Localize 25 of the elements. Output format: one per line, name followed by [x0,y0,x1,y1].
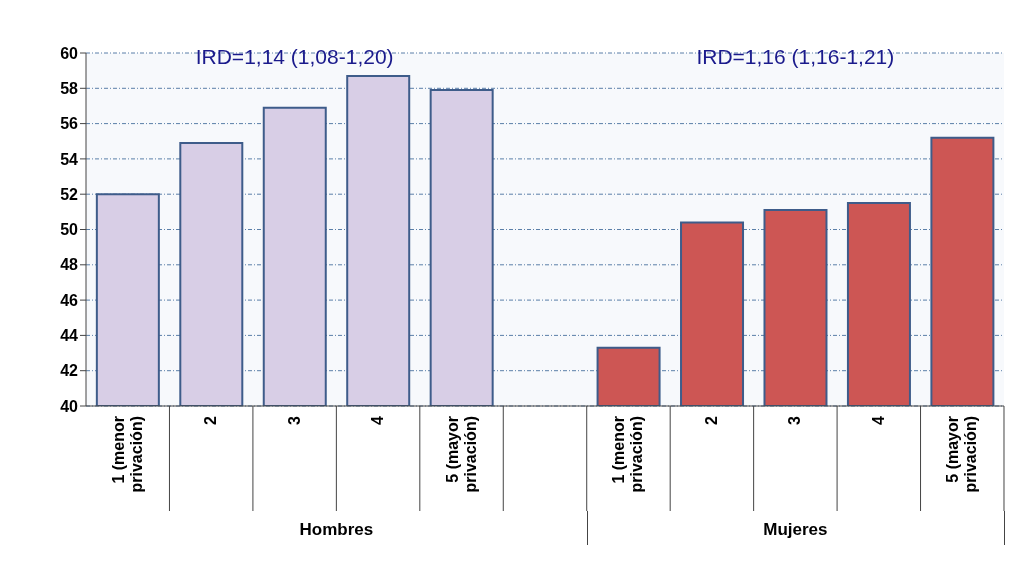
y-tick-label: 52 [60,185,79,203]
y-tick-label: 42 [60,362,79,380]
x-tick-label: 5 (mayor privación) [443,416,479,493]
y-tick-label: 46 [60,291,79,309]
x-tick-label: 4 [369,415,387,425]
x-tick-label: 5 (mayor privación) [944,416,980,493]
y-tick-label: 60 [60,44,79,62]
x-tick-label: 2 [202,415,220,425]
annotation: IRD=1,14 (1,08-1,20) [194,45,395,69]
x-tick-label: 1 (menor privación) [610,416,646,493]
x-tick-label: 4 [869,415,887,425]
y-tick-label: 54 [60,150,79,168]
x-tick-label: 1 (menor privación) [109,416,145,493]
y-tick-label: 48 [60,256,79,274]
x-tick-label: 3 [786,415,804,425]
y-tick-label: 50 [60,221,79,239]
text: Mujeres [762,519,829,541]
y-tick-label: 58 [60,79,79,97]
x-tick-label: 2 [702,415,720,425]
x-tick-label: 3 [285,415,303,425]
annotation: IRD=1,16 (1,16-1,21) [695,45,896,69]
y-tick-label: 44 [60,327,79,345]
y-tick-label: 56 [60,115,79,133]
y-tick-label: 40 [60,397,79,415]
text: Hombres [298,519,375,541]
